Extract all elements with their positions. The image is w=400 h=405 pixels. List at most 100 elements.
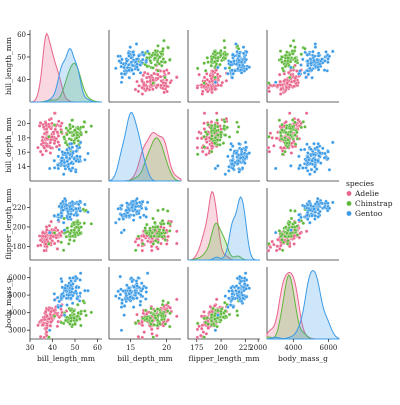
point-gentoo (138, 215, 142, 220)
point-adelie (195, 136, 200, 140)
point-adelie (272, 242, 276, 247)
point-adelie (159, 225, 163, 229)
point-gentoo (56, 154, 61, 159)
point-gentoo (301, 57, 305, 62)
point-chinstrap (295, 137, 300, 141)
point-gentoo (313, 45, 318, 49)
point-adelie (38, 334, 43, 339)
point-gentoo (126, 63, 131, 67)
point-adelie (289, 151, 294, 155)
point-gentoo (237, 274, 242, 279)
point-adelie (201, 149, 205, 154)
point-gentoo (216, 313, 220, 317)
point-gentoo (316, 67, 321, 72)
point-chinstrap (236, 125, 241, 129)
point-gentoo (64, 296, 69, 301)
point-adelie (210, 144, 214, 148)
point-chinstrap (72, 316, 76, 320)
point-chinstrap (235, 130, 240, 134)
point-adelie (41, 141, 46, 145)
point-adelie (292, 242, 296, 246)
point-adelie (50, 239, 55, 243)
point-gentoo (213, 80, 218, 85)
point-gentoo (75, 213, 79, 218)
point-chinstrap (59, 240, 64, 245)
y-axis-label: flipper_length_mm (4, 188, 13, 259)
point-adelie (43, 121, 48, 125)
point-gentoo (127, 292, 132, 296)
point-adelie (274, 136, 279, 140)
point-gentoo (119, 328, 124, 333)
point-gentoo (73, 274, 78, 279)
point-adelie (199, 333, 203, 338)
point-gentoo (213, 328, 218, 333)
point-gentoo (226, 305, 230, 309)
point-chinstrap (195, 152, 200, 157)
point-gentoo (273, 166, 278, 171)
point-adelie (210, 69, 215, 74)
point-gentoo (240, 166, 245, 170)
point-gentoo (273, 230, 278, 235)
point-gentoo (135, 209, 139, 214)
ytick-label: 18 (17, 134, 26, 142)
point-chinstrap (156, 44, 160, 48)
point-chinstrap (153, 228, 157, 232)
point-adelie (150, 248, 154, 253)
ytick-label: 20 (17, 120, 26, 128)
point-gentoo (247, 286, 252, 290)
point-chinstrap (295, 130, 299, 135)
xtick-label: 2000 (249, 344, 267, 352)
point-adelie (165, 89, 169, 94)
point-chinstrap (163, 322, 168, 326)
point-adelie (209, 84, 214, 89)
point-gentoo (140, 50, 145, 55)
point-chinstrap (284, 225, 288, 229)
point-gentoo (237, 54, 241, 58)
point-gentoo (331, 200, 335, 205)
point-chinstrap (155, 225, 160, 229)
point-gentoo (305, 59, 310, 63)
point-chinstrap (151, 81, 156, 85)
point-gentoo (118, 292, 123, 297)
point-chinstrap (79, 225, 83, 229)
point-chinstrap (280, 66, 285, 71)
point-adelie (43, 242, 48, 246)
point-adelie (214, 297, 219, 302)
point-adelie (202, 310, 206, 314)
point-adelie (47, 223, 52, 228)
point-adelie (48, 151, 53, 155)
point-adelie (47, 118, 52, 122)
point-chinstrap (213, 317, 217, 321)
point-chinstrap (160, 219, 165, 223)
point-gentoo (229, 142, 233, 146)
point-adelie (195, 335, 200, 340)
point-gentoo (316, 159, 320, 163)
point-chinstrap (202, 134, 206, 139)
point-chinstrap (293, 142, 298, 147)
point-chinstrap (285, 50, 289, 54)
point-gentoo (56, 213, 61, 217)
point-chinstrap (209, 63, 214, 68)
point-gentoo (317, 154, 321, 158)
point-gentoo (137, 54, 141, 58)
point-gentoo (223, 294, 228, 298)
point-chinstrap (195, 66, 200, 71)
point-gentoo (237, 58, 241, 63)
point-chinstrap (216, 55, 220, 60)
point-gentoo (298, 163, 302, 168)
point-gentoo (75, 296, 79, 301)
point-chinstrap (293, 228, 298, 232)
point-chinstrap (195, 321, 200, 326)
point-adelie (151, 87, 155, 92)
point-chinstrap (47, 134, 51, 139)
point-gentoo (131, 305, 136, 309)
point-chinstrap (212, 59, 217, 64)
point-adelie (162, 90, 166, 95)
point-adelie (49, 219, 53, 224)
point-gentoo (136, 276, 141, 280)
point-adelie (140, 335, 145, 340)
point-chinstrap (221, 315, 226, 319)
point-gentoo (138, 303, 142, 307)
point-adelie (40, 152, 45, 157)
